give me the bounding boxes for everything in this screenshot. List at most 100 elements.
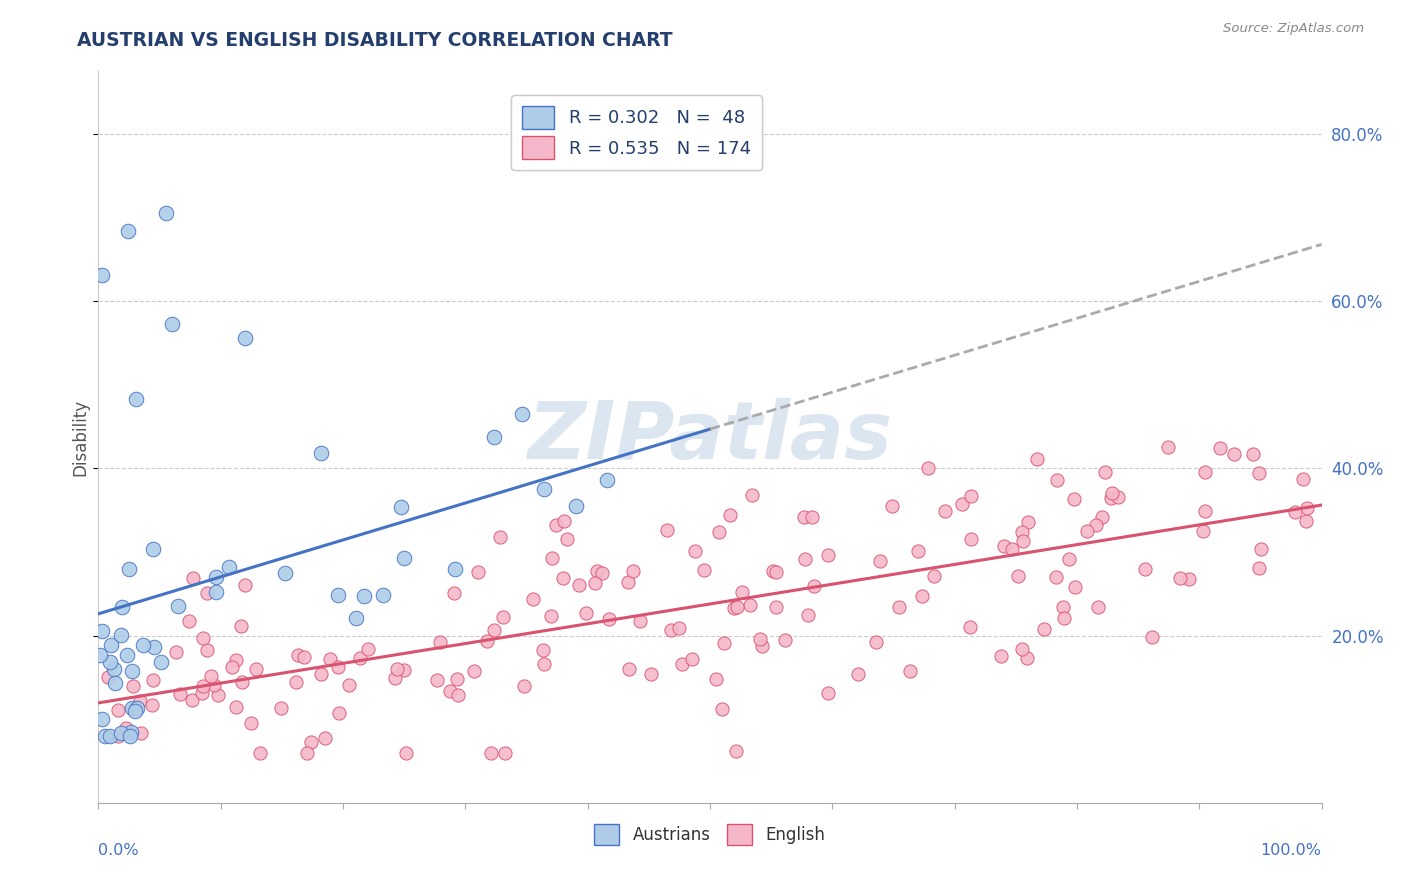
Point xyxy=(598,612,620,626)
Point xyxy=(640,667,662,681)
Point xyxy=(353,589,375,603)
Point xyxy=(541,551,564,566)
Point xyxy=(553,514,575,528)
Point xyxy=(1052,600,1074,615)
Point xyxy=(179,615,201,629)
Point xyxy=(1064,580,1087,594)
Text: ZIPatlas: ZIPatlas xyxy=(527,398,893,476)
Point xyxy=(1007,568,1029,582)
Point xyxy=(115,648,138,662)
Point xyxy=(993,539,1015,553)
Point xyxy=(817,548,839,562)
Point xyxy=(141,698,163,712)
Point xyxy=(124,704,146,718)
Point xyxy=(1101,486,1123,500)
Point xyxy=(202,678,225,692)
Point xyxy=(439,684,461,698)
Point xyxy=(142,673,165,688)
Point xyxy=(657,523,679,537)
Point xyxy=(1011,525,1033,540)
Point xyxy=(1168,571,1191,585)
Y-axis label: Disability: Disability xyxy=(72,399,90,475)
Point xyxy=(349,651,371,665)
Point xyxy=(718,508,741,522)
Point xyxy=(765,599,787,614)
Point xyxy=(270,701,292,715)
Point xyxy=(122,679,145,693)
Point xyxy=(1017,516,1039,530)
Point xyxy=(195,643,218,657)
Legend: Austrians, English: Austrians, English xyxy=(586,816,834,853)
Point xyxy=(1133,562,1156,576)
Point xyxy=(1107,490,1129,504)
Point xyxy=(793,509,815,524)
Point xyxy=(165,645,187,659)
Point xyxy=(793,552,815,566)
Point xyxy=(749,632,772,646)
Point xyxy=(274,566,297,580)
Point xyxy=(319,652,342,666)
Point xyxy=(723,601,745,615)
Point xyxy=(922,569,945,583)
Point xyxy=(713,636,735,650)
Point xyxy=(671,657,693,671)
Text: Source: ZipAtlas.com: Source: ZipAtlas.com xyxy=(1223,22,1364,36)
Point xyxy=(245,662,267,676)
Point xyxy=(1142,630,1164,644)
Point xyxy=(239,716,262,731)
Point xyxy=(467,565,489,579)
Point xyxy=(800,509,823,524)
Point xyxy=(94,729,117,743)
Point xyxy=(127,701,149,715)
Point xyxy=(328,588,350,602)
Point xyxy=(429,634,451,648)
Point xyxy=(731,585,754,599)
Point xyxy=(709,525,731,540)
Point xyxy=(1015,651,1038,665)
Point xyxy=(1241,447,1264,461)
Point xyxy=(1194,504,1216,518)
Point xyxy=(229,619,252,633)
Point xyxy=(492,610,515,624)
Point xyxy=(1223,447,1246,461)
Point xyxy=(1057,551,1080,566)
Point xyxy=(98,655,121,669)
Point xyxy=(704,673,727,687)
Point xyxy=(479,746,502,760)
Point xyxy=(357,642,380,657)
Point xyxy=(297,746,319,760)
Point xyxy=(125,392,148,406)
Point xyxy=(193,631,215,645)
Point xyxy=(889,599,911,614)
Point xyxy=(169,687,191,701)
Point xyxy=(110,726,132,740)
Point xyxy=(233,578,256,592)
Point xyxy=(373,588,395,602)
Point xyxy=(1085,518,1108,533)
Point xyxy=(114,721,136,735)
Point xyxy=(817,686,839,700)
Point xyxy=(98,729,121,743)
Point xyxy=(482,430,505,444)
Point xyxy=(463,665,485,679)
Point xyxy=(724,744,747,758)
Point xyxy=(950,497,973,511)
Point xyxy=(326,660,349,674)
Point xyxy=(865,634,887,648)
Point xyxy=(1001,541,1024,556)
Point xyxy=(97,670,120,684)
Point xyxy=(564,499,586,513)
Point xyxy=(575,606,598,620)
Point xyxy=(1247,467,1270,481)
Point xyxy=(120,724,142,739)
Point xyxy=(150,655,173,669)
Point xyxy=(751,639,773,653)
Point xyxy=(207,688,229,702)
Point xyxy=(681,652,703,666)
Point xyxy=(337,678,360,692)
Point xyxy=(1046,474,1069,488)
Point xyxy=(200,669,222,683)
Point xyxy=(591,566,613,580)
Point xyxy=(1033,623,1056,637)
Point xyxy=(110,628,132,642)
